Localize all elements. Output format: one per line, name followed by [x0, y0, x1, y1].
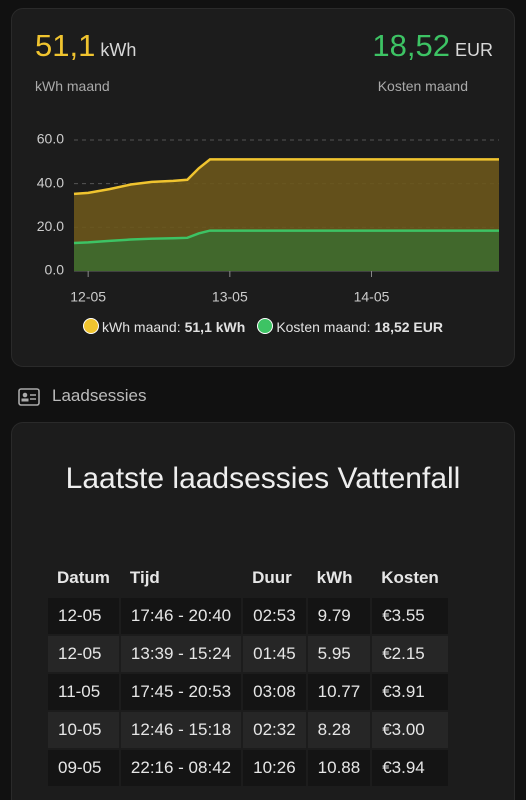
table-row: 12-05 17:46 - 20:40 02:53 9.79 €3.55 — [46, 596, 450, 636]
legend-name: kWh maand — [102, 319, 181, 335]
y-tick-label: 0.0 — [45, 262, 65, 278]
table-title: Laatste laadsessies Vattenfall — [65, 462, 461, 495]
y-tick-label: 40.0 — [37, 174, 64, 190]
table-cell: 09-05 — [46, 748, 121, 788]
area — [74, 230, 499, 271]
line — [73, 229, 499, 245]
table-cell: 9.79 — [305, 596, 373, 636]
section-icon — [18, 388, 40, 406]
table-cell: 22:16 - 08:42 — [118, 748, 244, 788]
legend-item[interactable]: kWh maand51,1 kWh — [83, 318, 246, 335]
legend-value: 18,52 EUR — [374, 319, 443, 335]
sessions-table: Datum Tijd Duur kWh Kosten 12-05 17:46 - 20:40… — [46, 560, 450, 788]
x-tick-label: 14-05 — [354, 289, 390, 305]
table-cell: €3.91 — [370, 672, 450, 712]
table-cell: 12-05 — [46, 596, 121, 636]
table-cell: 10:26 — [241, 748, 308, 788]
table-cell: 12-05 — [46, 634, 121, 674]
legend-swatch — [83, 318, 100, 334]
chart: 0.0 20.0 40.0 60.0 12-05 13-05 14-05 — [37, 131, 499, 305]
table-cell: €3.00 — [370, 710, 450, 750]
table-row: 09-05 22:16 - 08:42 10:26 10.88 €3.94 — [46, 748, 450, 788]
header-cell: kWh — [316, 568, 353, 587]
table-cell: €3.55 — [370, 596, 450, 636]
stat-label: Kosten maand — [377, 78, 468, 94]
table-cell: 5.95 — [305, 634, 373, 674]
legend-name: Kosten maand — [276, 319, 370, 335]
table-row: 12-05 13:39 - 15:24 01:45 5.95 €2.15 — [46, 634, 450, 674]
table-cell: 17:46 - 20:40 — [118, 596, 244, 636]
header-cell: Tijd — [129, 568, 160, 587]
stat: 18,52 EUR — [372, 28, 493, 64]
legend-value: 51,1 kWh — [184, 319, 246, 335]
header-cell: Datum — [57, 568, 110, 587]
section-title: Laadsessies — [52, 386, 147, 405]
header-cell: Kosten — [381, 568, 439, 587]
table-cell: 02:53 — [241, 596, 308, 636]
x-tick-label: 12-05 — [70, 289, 106, 305]
table-cell: €3.94 — [370, 748, 450, 788]
y-tick-label: 20.0 — [37, 218, 64, 234]
stat-value: 51,1 — [35, 28, 96, 63]
table-cell: 03:08 — [241, 672, 308, 712]
table-cell: 11-05 — [46, 672, 121, 712]
table-cell: 13:39 - 15:24 — [118, 634, 244, 674]
table-header: Datum Tijd Duur kWh Kosten — [47, 560, 449, 597]
stat-label: kWh maand — [35, 78, 110, 94]
table-cell: 12:46 - 15:18 — [118, 710, 244, 750]
table-cell: 01:45 — [241, 634, 308, 674]
table-cell: €2.15 — [370, 634, 450, 674]
table-cell: 10-05 — [46, 710, 121, 750]
table-cell: 10.77 — [305, 672, 373, 712]
table-row: 10-05 12:46 - 15:18 02:32 8.28 €3.00 — [46, 710, 450, 750]
header-cell: Duur — [252, 568, 292, 587]
stat-unit: EUR — [454, 40, 493, 60]
y-tick-label: 60.0 — [37, 131, 64, 147]
table-cell: 02:32 — [241, 710, 308, 750]
table-row: 11-05 17:45 - 20:53 03:08 10.77 €3.91 — [46, 672, 450, 712]
legend-swatch — [257, 318, 274, 334]
stat-unit: kWh — [100, 40, 137, 60]
table-cell: 10.88 — [305, 748, 373, 788]
table-cell: 8.28 — [305, 710, 373, 750]
x-tick-label: 13-05 — [212, 289, 248, 305]
table-cell: 17:45 - 20:53 — [118, 672, 244, 712]
stat-value: 18,52 — [372, 28, 450, 63]
line — [73, 158, 499, 196]
stat: 51,1 kWh — [35, 28, 136, 64]
